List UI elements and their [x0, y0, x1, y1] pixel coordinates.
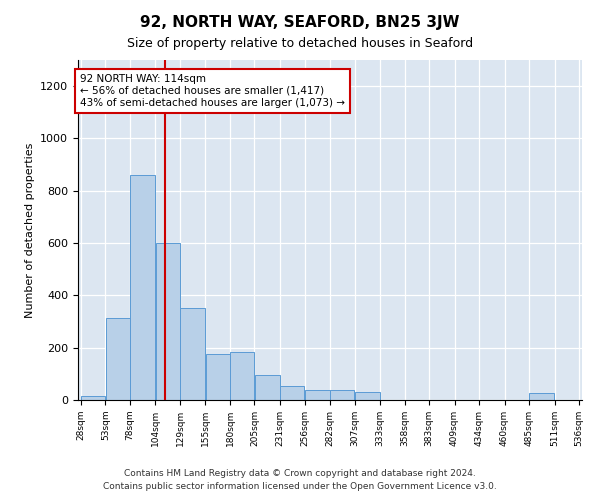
- Text: 92 NORTH WAY: 114sqm
← 56% of detached houses are smaller (1,417)
43% of semi-de: 92 NORTH WAY: 114sqm ← 56% of detached h…: [80, 74, 345, 108]
- Bar: [106, 318, 130, 400]
- Text: Contains public sector information licensed under the Open Government Licence v3: Contains public sector information licen…: [103, 482, 497, 491]
- Bar: [529, 394, 554, 400]
- Bar: [230, 352, 254, 400]
- Bar: [156, 243, 179, 400]
- Y-axis label: Number of detached properties: Number of detached properties: [25, 142, 35, 318]
- Text: Contains HM Land Registry data © Crown copyright and database right 2024.: Contains HM Land Registry data © Crown c…: [124, 468, 476, 477]
- Bar: [255, 375, 280, 400]
- Text: 92, NORTH WAY, SEAFORD, BN25 3JW: 92, NORTH WAY, SEAFORD, BN25 3JW: [140, 15, 460, 30]
- Bar: [355, 392, 380, 400]
- Bar: [181, 308, 205, 400]
- Text: Size of property relative to detached houses in Seaford: Size of property relative to detached ho…: [127, 38, 473, 51]
- Bar: [305, 390, 329, 400]
- Bar: [130, 175, 155, 400]
- Bar: [206, 354, 230, 400]
- Bar: [280, 386, 304, 400]
- Bar: [331, 390, 354, 400]
- Bar: [82, 396, 105, 400]
